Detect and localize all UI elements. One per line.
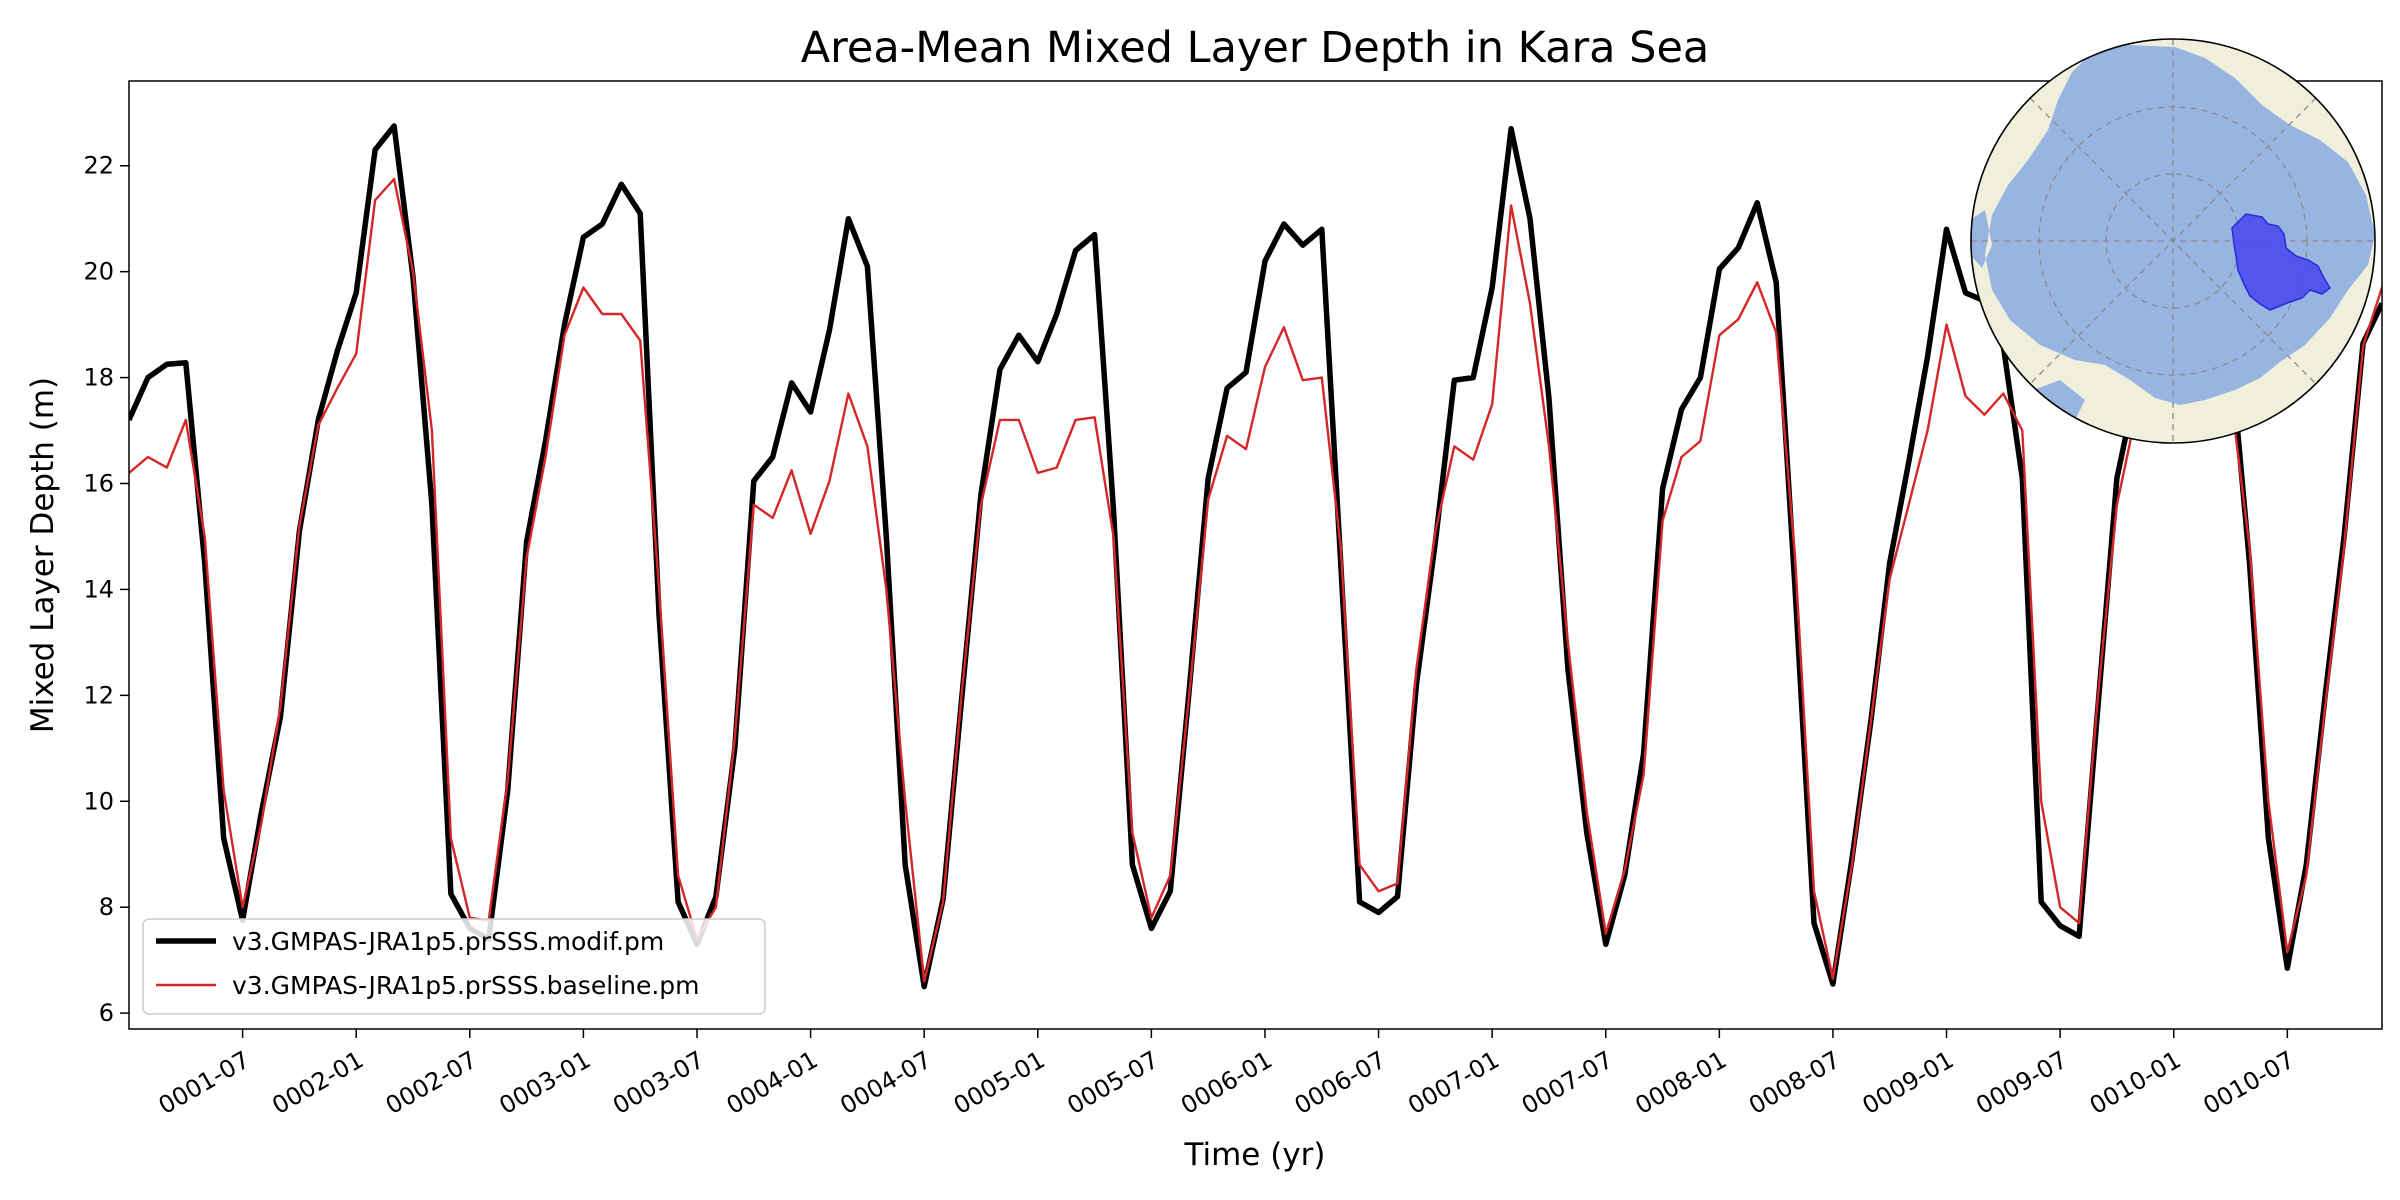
y-tick-label-20: 20 xyxy=(83,258,114,286)
map-border xyxy=(1970,38,2376,444)
y-tick-label-12: 12 xyxy=(83,681,114,709)
chart-title: Area-Mean Mixed Layer Depth in Kara Sea xyxy=(801,23,1710,73)
y-tick-label-14: 14 xyxy=(83,575,114,603)
x-axis-label: Time (yr) xyxy=(1184,1137,1326,1173)
y-tick-label-8: 8 xyxy=(99,893,114,921)
y-tick-label-10: 10 xyxy=(83,787,114,815)
y-tick-label-16: 16 xyxy=(83,470,114,498)
legend-label-baseline: v3.GMPAS-JRA1p5.prSSS.baseline.pm xyxy=(232,971,700,1000)
map-graticule xyxy=(1971,39,2375,443)
y-axis-label: Mixed Layer Depth (m) xyxy=(25,377,61,733)
map-ocean xyxy=(1971,45,2375,430)
y-tick-label-18: 18 xyxy=(83,364,114,392)
series-layer xyxy=(129,123,2382,990)
legend-box xyxy=(142,918,766,1015)
legend: v3.GMPAS-JRA1p5.prSSS.modif.pm v3.GMPAS-… xyxy=(142,918,766,1015)
series-line-1 xyxy=(129,177,2382,983)
legend-label-modif: v3.GMPAS-JRA1p5.prSSS.modif.pm xyxy=(232,927,664,956)
y-tick-label-22: 22 xyxy=(83,152,114,180)
y-tick-label-6: 6 xyxy=(99,999,114,1027)
y-axis: 6 8 10 12 14 16 18 20 22 xyxy=(83,152,129,1027)
kara-sea-region xyxy=(2231,213,2331,311)
inset-arctic-map xyxy=(1970,38,2376,444)
series-line-0 xyxy=(129,123,2382,990)
plot-frame xyxy=(128,80,2383,1030)
